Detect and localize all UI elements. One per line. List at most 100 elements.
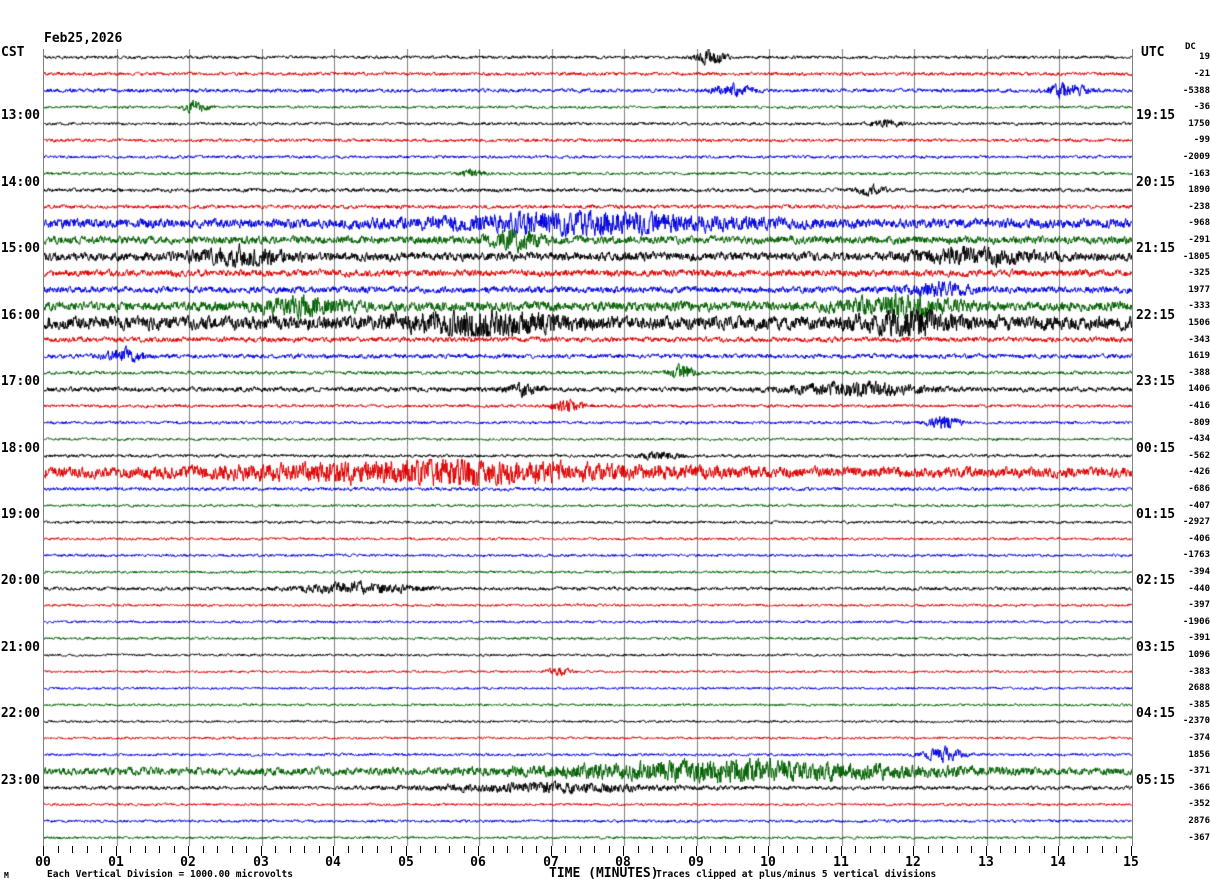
x-tick-minor: [1000, 846, 1001, 853]
vertical-division-note: Each Vertical Division = 1000.00 microvo…: [47, 869, 293, 880]
x-tick-minor: [594, 846, 595, 853]
utc-axis-label: UTC: [1141, 45, 1165, 60]
dc-value: -2370: [1182, 716, 1210, 727]
dc-value: -391: [1188, 633, 1210, 644]
cst-hour-label: 15:00: [0, 241, 40, 257]
dc-value: -388: [1188, 367, 1210, 378]
x-tick-major: [696, 846, 697, 856]
utc-hour-label: 21:15: [1136, 241, 1176, 257]
dc-value: -99: [1193, 135, 1210, 146]
cst-hour-label: 17:00: [0, 374, 40, 390]
dc-value: -371: [1188, 766, 1210, 777]
x-tick-minor: [855, 846, 856, 853]
x-tick-major: [406, 846, 407, 856]
x-tick-major: [43, 846, 44, 856]
x-tick-minor: [884, 846, 885, 853]
x-tick-minor: [1015, 846, 1016, 853]
x-tick-minor: [681, 846, 682, 853]
x-tick-label: 01: [108, 855, 124, 870]
x-tick-minor: [391, 846, 392, 853]
x-tick-label: 05: [398, 855, 414, 870]
x-tick-minor: [899, 846, 900, 853]
dc-value: 2876: [1188, 816, 1210, 827]
seismogram-plot-area: [43, 49, 1133, 846]
cst-hour-label: 18:00: [0, 440, 40, 456]
x-tick-minor: [304, 846, 305, 853]
dc-value: -325: [1188, 268, 1210, 279]
x-tick-minor: [58, 846, 59, 853]
x-tick-minor: [725, 846, 726, 853]
x-tick-minor: [797, 846, 798, 853]
dc-value: -2927: [1182, 517, 1210, 528]
x-tick-minor: [159, 846, 160, 853]
x-tick-minor: [174, 846, 175, 853]
dc-value: 1977: [1188, 284, 1210, 295]
trace-canvas: [44, 49, 1132, 846]
x-tick-major: [1131, 846, 1132, 856]
cst-hour-label: 23:00: [0, 772, 40, 788]
dc-value: -426: [1188, 467, 1210, 478]
utc-hour-label: 22:15: [1136, 307, 1176, 323]
x-tick-major: [841, 846, 842, 856]
x-tick-minor: [971, 846, 972, 853]
dc-value: -333: [1188, 301, 1210, 312]
x-tick-minor: [464, 846, 465, 853]
utc-hour-label: 20:15: [1136, 174, 1176, 190]
x-tick-major: [478, 846, 479, 856]
x-tick-minor: [1029, 846, 1030, 853]
dc-column-label: DC: [1185, 42, 1196, 52]
x-tick-label: 11: [833, 855, 849, 870]
x-tick-major: [986, 846, 987, 856]
x-tick-minor: [101, 846, 102, 853]
x-tick-minor: [130, 846, 131, 853]
x-tick-minor: [942, 846, 943, 853]
x-tick-minor: [754, 846, 755, 853]
x-tick-minor: [275, 846, 276, 853]
dc-value: -374: [1188, 733, 1210, 744]
dc-value: -397: [1188, 600, 1210, 611]
x-tick-minor: [72, 846, 73, 853]
utc-hour-label: 00:15: [1136, 440, 1176, 456]
dc-value: 1890: [1188, 185, 1210, 196]
x-tick-minor: [435, 846, 436, 853]
x-tick-major: [551, 846, 552, 856]
x-tick-minor: [1073, 846, 1074, 853]
x-tick-minor: [87, 846, 88, 853]
x-tick-label: 09: [688, 855, 704, 870]
dc-value: -1906: [1182, 616, 1210, 627]
x-tick-major: [1058, 846, 1059, 856]
x-tick-minor: [667, 846, 668, 853]
x-tick-minor: [739, 846, 740, 853]
x-tick-minor: [783, 846, 784, 853]
dc-value: -1805: [1182, 251, 1210, 262]
dc-value: -367: [1188, 832, 1210, 843]
dc-value: -416: [1188, 400, 1210, 411]
x-tick-minor: [1044, 846, 1045, 853]
cst-hour-label: 21:00: [0, 639, 40, 655]
cst-hour-label: 22:00: [0, 706, 40, 722]
x-tick-minor: [609, 846, 610, 853]
dc-value: -163: [1188, 168, 1210, 179]
dc-value: -440: [1188, 583, 1210, 594]
dc-value: -291: [1188, 234, 1210, 245]
cst-hour-label: 20:00: [0, 573, 40, 589]
utc-hour-label: 03:15: [1136, 639, 1176, 655]
x-tick-label: 10: [760, 855, 776, 870]
x-tick-minor: [536, 846, 537, 853]
x-tick-minor: [826, 846, 827, 853]
clipping-note: Traces clipped at plus/minus 5 vertical …: [656, 869, 937, 880]
x-tick-minor: [1102, 846, 1103, 853]
x-tick-minor: [348, 846, 349, 853]
dc-value: -2009: [1182, 151, 1210, 162]
utc-hour-label: 19:15: [1136, 108, 1176, 124]
dc-value: -21: [1193, 68, 1210, 79]
x-tick-minor: [812, 846, 813, 853]
dc-value: 1619: [1188, 351, 1210, 362]
x-tick-minor: [870, 846, 871, 853]
dc-value: -36: [1193, 102, 1210, 113]
x-tick-minor: [565, 846, 566, 853]
dc-value: 1096: [1188, 650, 1210, 661]
x-tick-minor: [710, 846, 711, 853]
dc-value: -394: [1188, 567, 1210, 578]
